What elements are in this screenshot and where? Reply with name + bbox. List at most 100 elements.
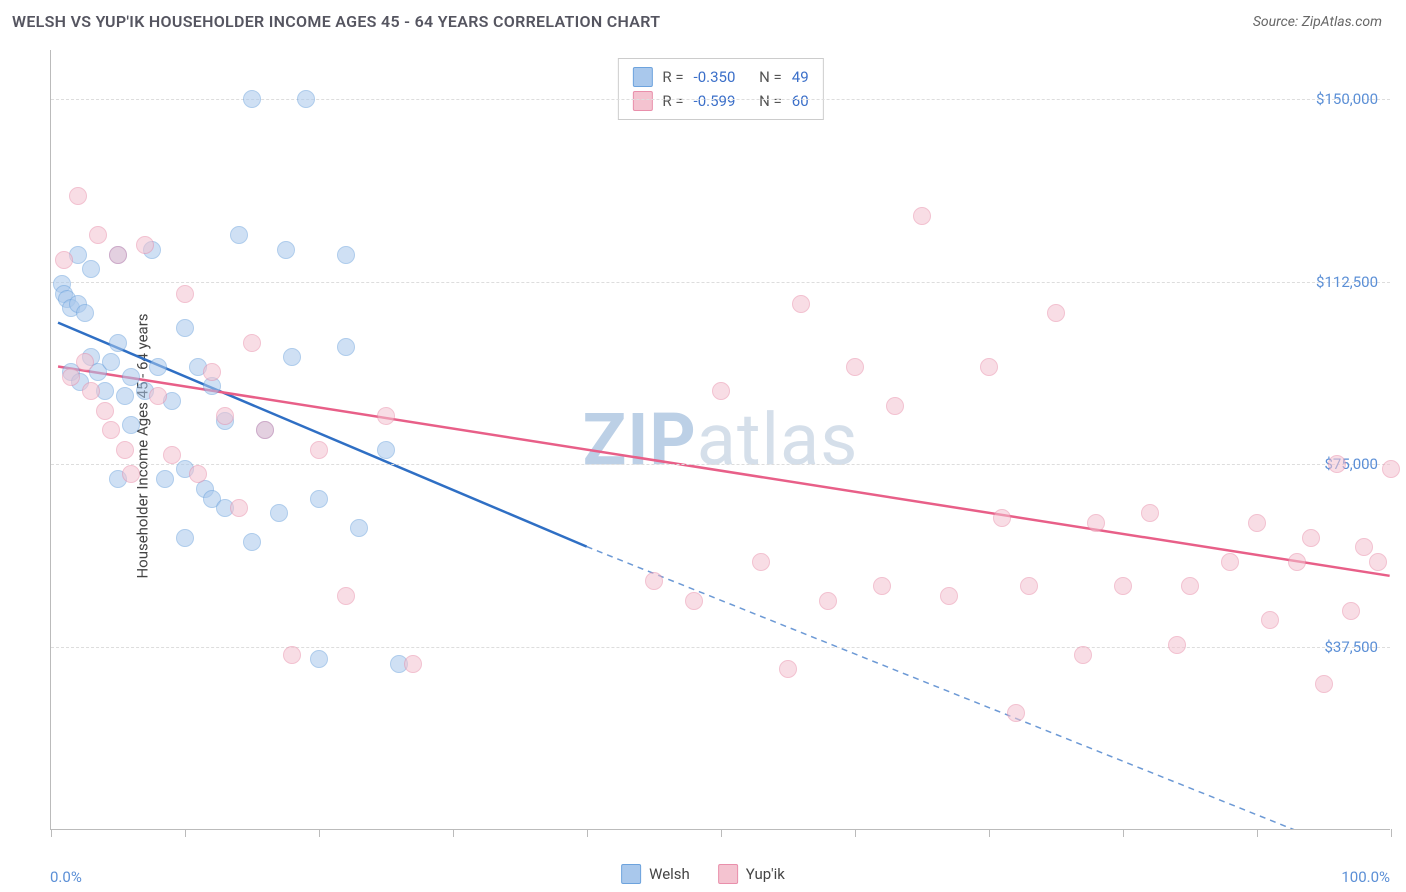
gridline — [51, 282, 1390, 283]
y-tick-label: $112,500 — [1316, 273, 1378, 291]
data-point — [752, 553, 770, 571]
data-point — [779, 660, 797, 678]
data-point — [122, 416, 140, 434]
stats-row-yupik: R = -0.599 N = 60 — [632, 89, 808, 113]
source-label: Source: ZipAtlas.com — [1253, 14, 1382, 30]
data-point — [1248, 514, 1266, 532]
x-tick — [51, 829, 52, 837]
data-point — [1181, 577, 1199, 595]
data-point — [62, 368, 80, 386]
data-point — [1355, 538, 1373, 556]
gridline — [51, 464, 1390, 465]
x-tick — [1257, 829, 1258, 837]
data-point — [1302, 529, 1320, 547]
data-point — [685, 592, 703, 610]
scatter-chart: ZIPatlas R = -0.350 N = 49 R = -0.599 N … — [50, 50, 1390, 830]
data-point — [377, 441, 395, 459]
x-tick — [1391, 829, 1392, 837]
data-point — [1074, 646, 1092, 664]
data-point — [993, 509, 1011, 527]
data-point — [243, 90, 261, 108]
data-point — [1047, 304, 1065, 322]
data-point — [122, 465, 140, 483]
stats-legend: R = -0.350 N = 49 R = -0.599 N = 60 — [617, 58, 823, 120]
data-point — [819, 592, 837, 610]
data-point — [69, 187, 87, 205]
y-tick-label: $150,000 — [1316, 90, 1378, 108]
data-point — [122, 368, 140, 386]
x-tick — [319, 829, 320, 837]
data-point — [350, 519, 368, 537]
data-point — [243, 334, 261, 352]
data-point — [980, 358, 998, 376]
data-point — [940, 587, 958, 605]
data-point — [712, 382, 730, 400]
data-point — [102, 353, 120, 371]
data-point — [136, 236, 154, 254]
data-point — [76, 304, 94, 322]
data-point — [230, 499, 248, 517]
x-tick — [587, 829, 588, 837]
x-tick — [989, 829, 990, 837]
data-point — [1382, 460, 1400, 478]
data-point — [156, 470, 174, 488]
header: WELSH VS YUP'IK HOUSEHOLDER INCOME AGES … — [0, 0, 1406, 37]
gridline — [51, 647, 1390, 648]
data-point — [1261, 611, 1279, 629]
x-tick — [855, 829, 856, 837]
legend-item-welsh: Welsh — [621, 864, 690, 884]
x-tick-max: 100.0% — [1341, 868, 1390, 886]
data-point — [203, 363, 221, 381]
data-point — [1315, 675, 1333, 693]
data-point — [216, 407, 234, 425]
data-point — [337, 338, 355, 356]
watermark: ZIPatlas — [583, 397, 859, 482]
data-point — [1007, 704, 1025, 722]
data-point — [176, 529, 194, 547]
data-point — [230, 226, 248, 244]
data-point — [337, 246, 355, 264]
swatch-welsh — [632, 67, 652, 87]
data-point — [283, 646, 301, 664]
data-point — [1114, 577, 1132, 595]
data-point — [377, 407, 395, 425]
data-point — [256, 421, 274, 439]
data-point — [176, 319, 194, 337]
x-tick — [185, 829, 186, 837]
data-point — [149, 387, 167, 405]
data-point — [1087, 514, 1105, 532]
data-point — [176, 285, 194, 303]
data-point — [1020, 577, 1038, 595]
x-tick — [453, 829, 454, 837]
data-point — [846, 358, 864, 376]
stats-row-welsh: R = -0.350 N = 49 — [632, 65, 808, 89]
data-point — [96, 402, 114, 420]
swatch-yupik — [632, 91, 652, 111]
data-point — [109, 246, 127, 264]
data-point — [55, 251, 73, 269]
data-point — [283, 348, 301, 366]
data-point — [645, 572, 663, 590]
data-point — [116, 441, 134, 459]
data-point — [297, 90, 315, 108]
data-point — [886, 397, 904, 415]
x-tick — [1123, 829, 1124, 837]
data-point — [1141, 504, 1159, 522]
data-point — [1168, 636, 1186, 654]
data-point — [243, 533, 261, 551]
data-point — [82, 382, 100, 400]
data-point — [277, 241, 295, 259]
data-point — [1288, 553, 1306, 571]
data-point — [310, 441, 328, 459]
series-legend: Welsh Yup'ik — [621, 864, 785, 884]
data-point — [1369, 553, 1387, 571]
data-point — [873, 577, 891, 595]
chart-title: WELSH VS YUP'IK HOUSEHOLDER INCOME AGES … — [12, 12, 660, 31]
x-tick — [721, 829, 722, 837]
data-point — [913, 207, 931, 225]
data-point — [310, 490, 328, 508]
data-point — [109, 334, 127, 352]
data-point — [82, 260, 100, 278]
legend-swatch-welsh — [621, 864, 641, 884]
data-point — [1328, 455, 1346, 473]
